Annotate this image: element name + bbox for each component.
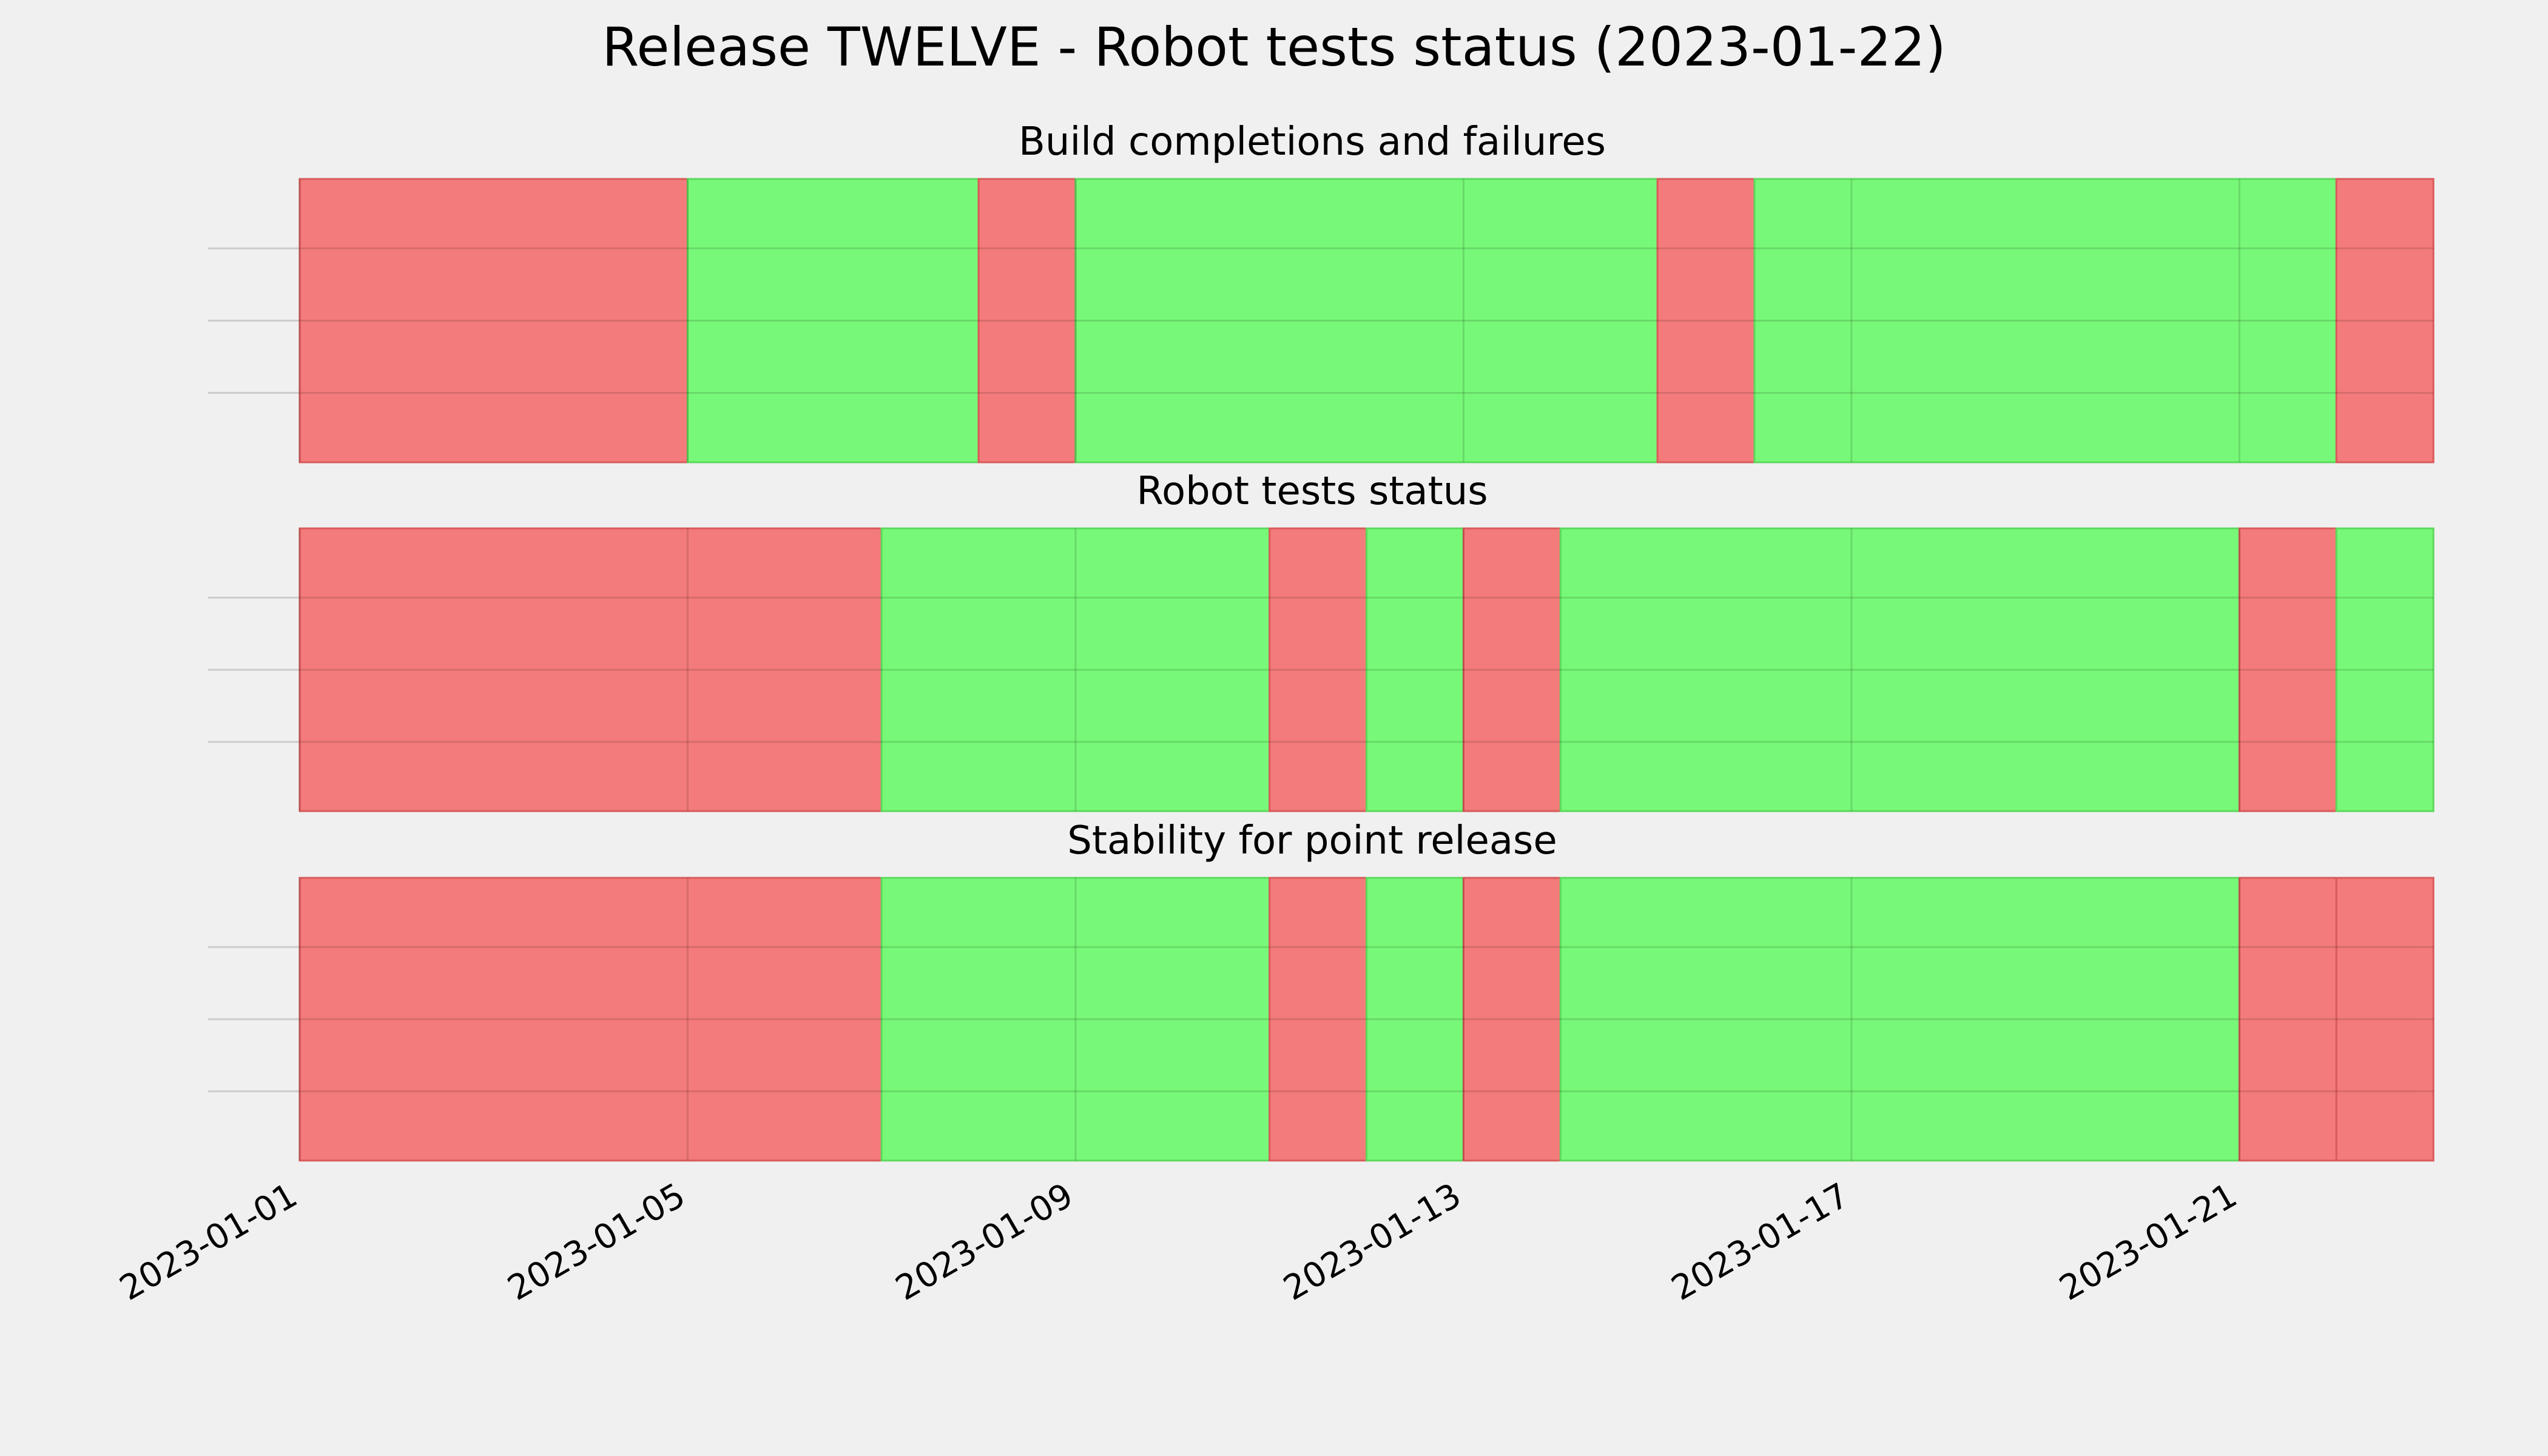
status-segment-pass — [1366, 877, 1464, 1162]
panel-title: Stability for point release — [1067, 818, 1557, 863]
panels: Build completions and failures Robot test… — [208, 120, 2435, 1162]
status-segment-fail — [1269, 527, 1368, 812]
status-segment-fail — [1269, 877, 1368, 1162]
status-segment-pass — [1074, 178, 1659, 463]
status-segment-fail — [1462, 877, 1562, 1162]
status-segment-fail — [2335, 178, 2435, 463]
status-segment-fail — [1462, 527, 1562, 812]
status-segment-fail — [2335, 877, 2435, 1162]
status-segment-fail — [1656, 178, 1756, 463]
status-segment-pass — [686, 178, 980, 463]
status-segment-fail — [977, 178, 1077, 463]
status-segment-pass — [1753, 178, 2337, 463]
status-segment-pass — [880, 877, 1271, 1162]
status-segment-fail — [298, 877, 883, 1162]
status-segment-pass — [1559, 527, 2240, 812]
status-segment-pass — [880, 527, 1271, 812]
panel-2: Robot tests status — [208, 469, 2435, 812]
status-segment-fail — [298, 527, 883, 812]
panel-title: Robot tests status — [1136, 469, 1488, 514]
status-segment-pass — [2335, 527, 2435, 812]
status-segment-fail — [2238, 877, 2337, 1162]
status-segment-pass — [1366, 527, 1464, 812]
panel-1: Build completions and failures — [208, 120, 2435, 463]
panel-3: Stability for point release — [208, 818, 2435, 1162]
panel-title: Build completions and failures — [1019, 120, 1606, 164]
status-segment-fail — [2238, 527, 2337, 812]
chart-title: Release TWELVE - Robot tests status (202… — [602, 16, 1946, 78]
